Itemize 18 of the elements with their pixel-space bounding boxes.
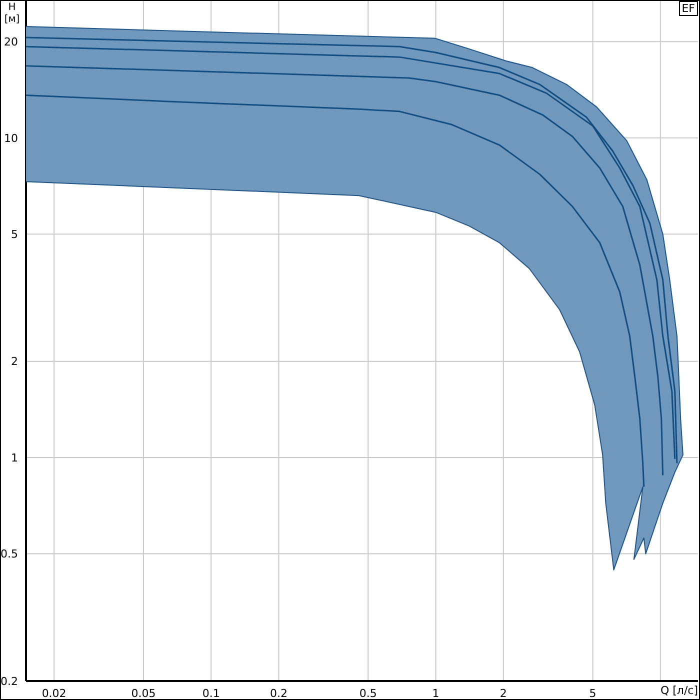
- x-tick-label: 1: [432, 686, 440, 700]
- x-tick-label: 0.5: [359, 686, 377, 700]
- annotation: EF: [678, 1, 698, 16]
- x-tick-label: 2: [500, 686, 507, 700]
- y-tick-label: 20: [4, 36, 18, 49]
- y-tick-label: 10: [4, 132, 18, 145]
- y-tick-label: 0.2: [0, 674, 18, 688]
- x-tick-label: 0.05: [131, 686, 156, 700]
- y-tick-label: 0.5: [0, 548, 18, 561]
- x-tick-label: 0.1: [202, 686, 220, 700]
- y-tick-label: 1: [11, 451, 18, 464]
- x-axis-title: Q [л/с]: [660, 684, 698, 697]
- y-tick-label: 5: [11, 228, 18, 242]
- y-tick-label: 2: [11, 355, 18, 368]
- y-axis-title: H [м]: [3, 2, 21, 26]
- x-tick-label: 0.02: [42, 686, 66, 700]
- x-tick-label: 5: [589, 686, 596, 700]
- x-tick-label: 0.2: [270, 686, 288, 700]
